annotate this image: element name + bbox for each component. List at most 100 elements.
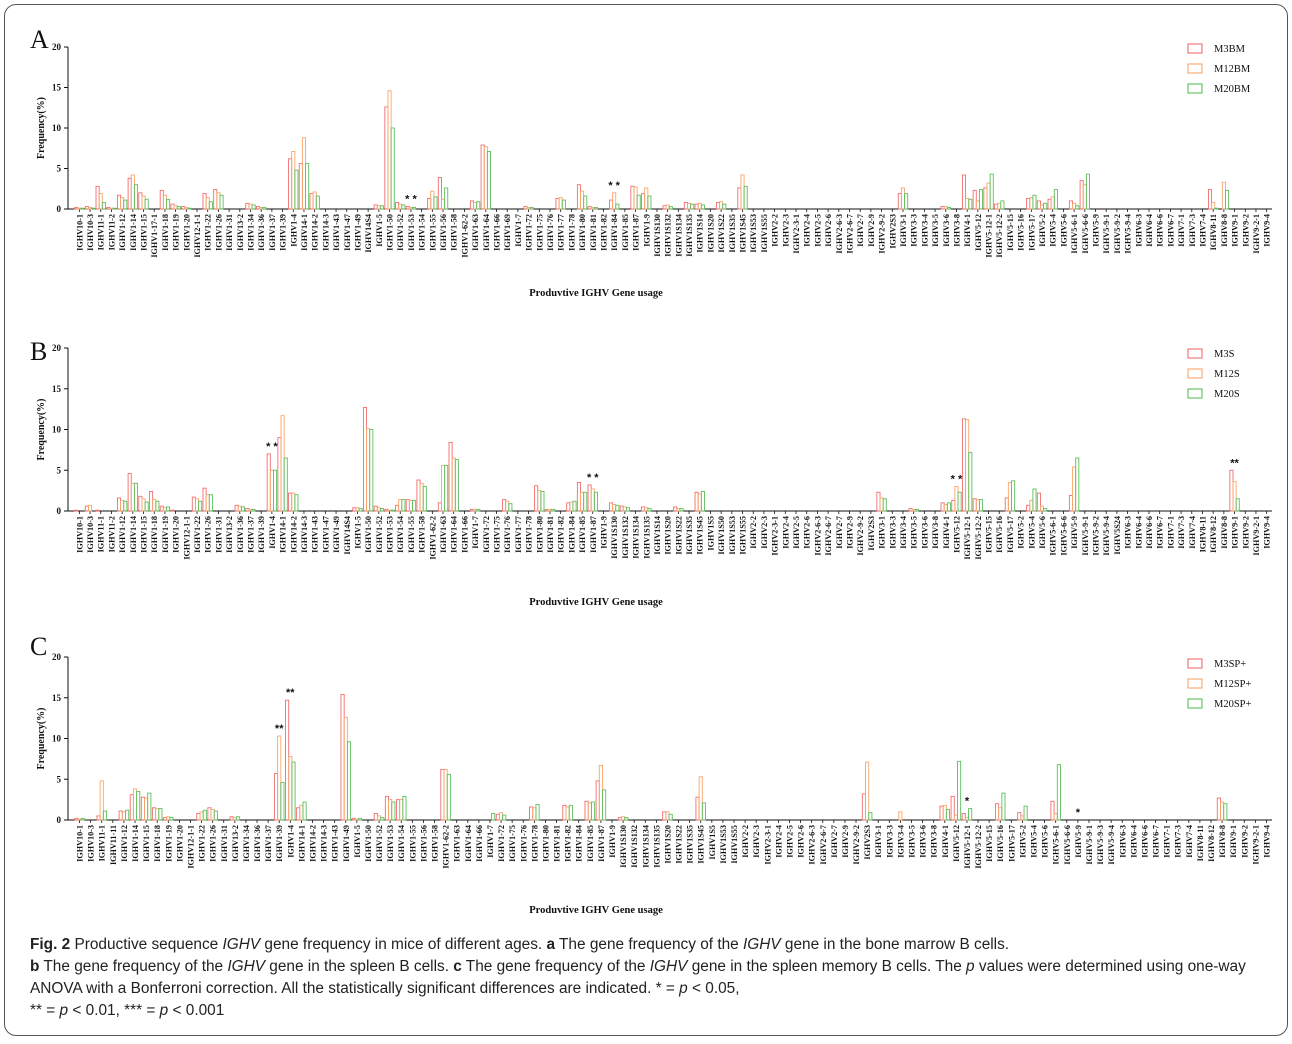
bar-m3sp: [562, 804, 567, 821]
x-tick-label: IGHV1S53: [749, 214, 758, 253]
bar-m3s: [84, 505, 89, 512]
x-tick-label: IGHV1S130: [610, 516, 619, 559]
bar-m20bm: [700, 204, 705, 210]
bar-m12bm: [1082, 184, 1087, 210]
bar-m20bm: [144, 198, 149, 210]
bar-m20s: [454, 459, 459, 512]
bar-m20s: [379, 508, 385, 512]
caption-text: gene frequency in mice of different ages…: [260, 936, 547, 953]
legend-label: M3S: [1214, 349, 1235, 360]
bar-m3bm: [972, 189, 977, 210]
bar-m3s: [277, 437, 282, 512]
x-tick-label: IGHV5-4: [1027, 516, 1036, 549]
legend-swatch: [1187, 368, 1203, 379]
legend-swatch: [1187, 348, 1203, 359]
bar-m12bm: [719, 201, 724, 210]
bar-m3sp: [196, 813, 201, 821]
bar-m20bm: [379, 205, 385, 210]
bar-m12bm: [130, 174, 135, 210]
bar-m20sp: [402, 795, 407, 821]
bar-m12sp: [953, 814, 958, 821]
bar-m20bm: [1085, 173, 1090, 210]
bar-m12sp: [210, 808, 215, 821]
caption-text: values were determined using one-way ANO…: [30, 958, 1246, 997]
x-tick-label: IGHV1-18: [150, 516, 159, 553]
x-tick-label: IGHV1-14: [129, 516, 138, 553]
x-tick-label: IGHV7-4: [1198, 214, 1207, 247]
bar-m3bm: [84, 206, 89, 210]
bar-m20bm: [722, 203, 727, 210]
x-tick-label: IGHV1-80: [578, 214, 587, 251]
bar-m12bm: [248, 203, 253, 210]
x-tick-label: IGHV3-3: [888, 516, 897, 549]
bar-m20sp: [291, 761, 296, 821]
bar-m3bm: [555, 198, 560, 210]
bar-m12bm: [216, 192, 221, 210]
bar-m20s: [166, 506, 171, 512]
x-tick-label: IGHV8-8: [1220, 516, 1229, 549]
bar-m20sp: [968, 808, 973, 821]
bar-m3sp: [163, 817, 168, 821]
x-tick-label: IGHV5-12-2: [974, 825, 983, 869]
bar-m3bm: [961, 174, 967, 210]
bar-m12s: [120, 499, 125, 512]
x-tick-label: IGHV2-9-2: [852, 825, 861, 865]
bar-m20sp: [957, 760, 962, 821]
x-tick-label: IGHV1-53: [407, 214, 416, 251]
bar-m3bm: [576, 184, 581, 210]
bar-m20s: [144, 501, 149, 512]
x-tick-label: IGHV1-22: [204, 214, 213, 251]
bar-m20bm: [529, 206, 534, 210]
bar-m20s: [647, 508, 652, 512]
x-tick-label: IGHV1-5: [375, 214, 384, 247]
bar-m20sp: [80, 817, 85, 821]
bar-m3bm: [1047, 198, 1052, 210]
bar-m20sp: [280, 782, 285, 821]
x-tick-label: IGHV1-85: [621, 214, 630, 251]
bar-m12bm: [1211, 202, 1216, 210]
bar-m20sp: [202, 809, 207, 821]
x-tick-label: IGHV1-9: [642, 214, 651, 247]
x-tick-label: IGHV7-3: [1174, 825, 1183, 858]
x-tick-label: IGHV1-31: [214, 516, 223, 553]
bar-m3sp: [495, 813, 500, 821]
bar-m12s: [398, 499, 403, 512]
x-tick-label: IGHV1-81: [546, 516, 555, 553]
bar-m3s: [1004, 497, 1009, 512]
bar-m3bm: [106, 206, 111, 210]
x-tick-label: IGHV1-19: [164, 825, 173, 862]
x-tick-label: IGHV5-6: [1041, 825, 1050, 858]
bar-m3bm: [288, 158, 293, 210]
bar-m20bm: [176, 206, 181, 210]
x-tick-label: IGHV3-1: [899, 214, 908, 247]
bar-m12s: [965, 419, 970, 512]
bar-m20bm: [989, 173, 994, 210]
x-tick-label: IGHV1-81: [553, 825, 562, 862]
x-tick-label: IGHV1-64: [464, 825, 473, 862]
x-tick-label: IGHV1-84: [567, 516, 576, 553]
bar-m3s: [138, 495, 143, 512]
significance-marker: * *: [608, 180, 620, 192]
bar-m20sp: [535, 804, 540, 821]
x-tick-label: IGHV1-15: [142, 825, 151, 862]
x-tick-label: IGHV12-1-1: [186, 825, 195, 869]
bar-m3bm: [897, 193, 902, 210]
bar-m3bm: [940, 206, 945, 210]
bar-m20sp: [213, 810, 218, 821]
bar-m20sp: [446, 773, 451, 821]
bar-m3sp: [529, 806, 534, 821]
x-tick-label: IGHV1S53: [719, 825, 728, 864]
significance-marker: * *: [951, 474, 963, 486]
x-tick-label: IGHV5-9-4: [1107, 825, 1116, 865]
bar-m3s: [587, 484, 592, 512]
x-tick-label: IGHV1S45: [697, 825, 706, 864]
bar-m20s: [968, 451, 973, 512]
bar-m20sp: [668, 813, 673, 821]
caption-p: p: [679, 980, 688, 997]
bar-m20bm: [262, 206, 267, 210]
x-tick-label: IGHV14-2: [311, 214, 320, 251]
x-tick-label: IGHV5-9-1: [1102, 214, 1111, 254]
x-tick-label: IGHV5-16: [1017, 214, 1026, 251]
x-tick-label: IGHV5-6-1: [1049, 516, 1058, 556]
bar-m20bm: [208, 201, 213, 210]
